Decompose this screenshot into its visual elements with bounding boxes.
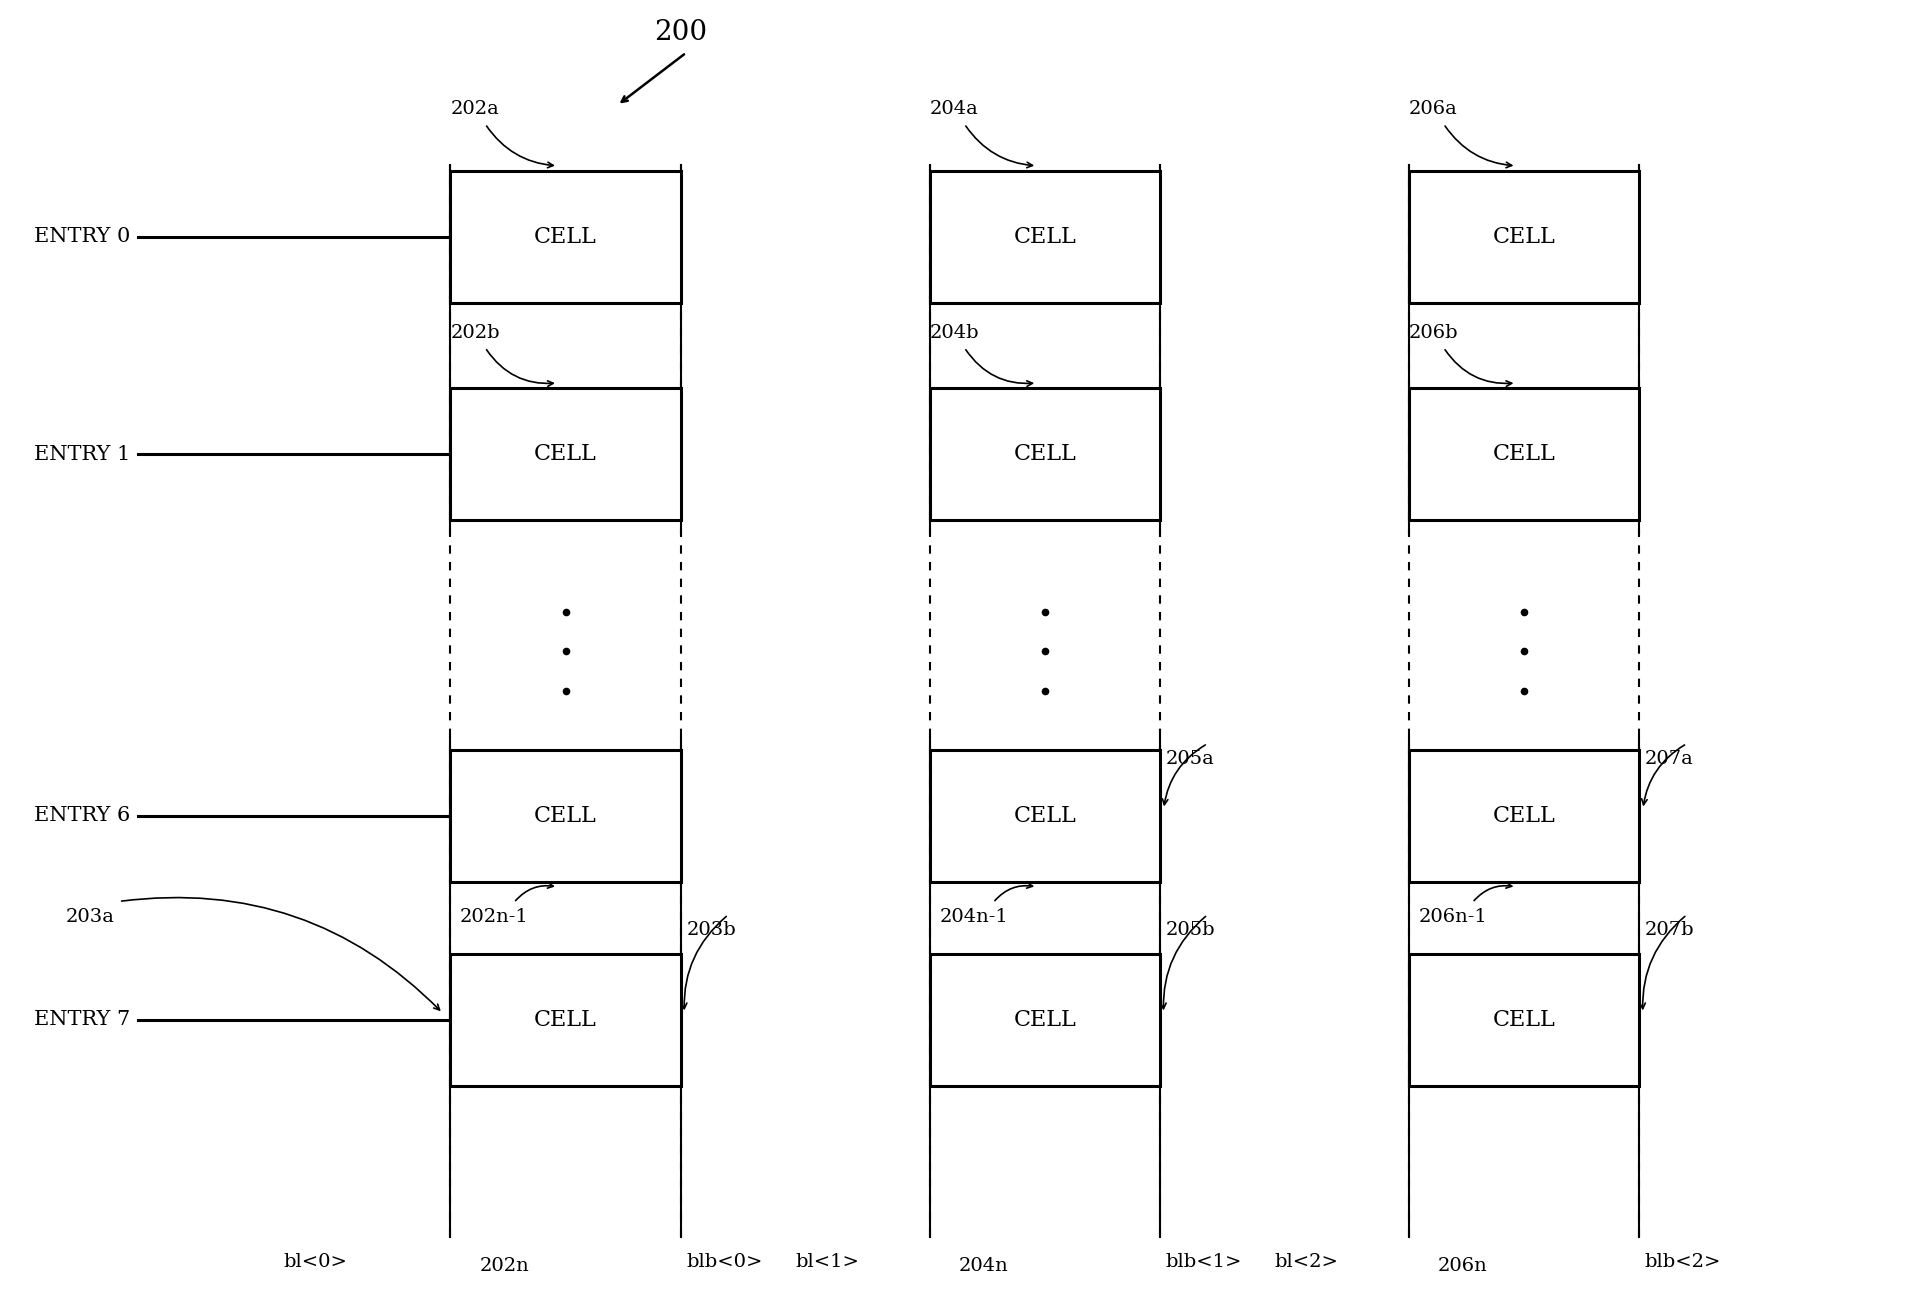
Text: blb<2>: blb<2> <box>1645 1253 1721 1271</box>
Text: 206n: 206n <box>1438 1257 1488 1275</box>
Text: ENTRY 1: ENTRY 1 <box>35 445 130 463</box>
FancyBboxPatch shape <box>930 750 1160 882</box>
Text: 206n-1: 206n-1 <box>1419 908 1488 926</box>
Text: CELL: CELL <box>535 805 596 826</box>
Text: CELL: CELL <box>1014 1009 1075 1030</box>
Text: blb<1>: blb<1> <box>1166 1253 1242 1271</box>
Text: bl<0>: bl<0> <box>284 1253 347 1271</box>
Text: 202a: 202a <box>450 100 498 118</box>
Text: CELL: CELL <box>1014 443 1075 465</box>
Text: ENTRY 0: ENTRY 0 <box>35 228 130 246</box>
FancyBboxPatch shape <box>930 388 1160 520</box>
Text: 206b: 206b <box>1409 324 1459 342</box>
Text: 207b: 207b <box>1645 921 1695 940</box>
FancyBboxPatch shape <box>930 171 1160 303</box>
Text: 205a: 205a <box>1166 750 1213 769</box>
FancyBboxPatch shape <box>450 171 681 303</box>
Text: 202b: 202b <box>450 324 500 342</box>
Text: 203a: 203a <box>67 908 115 926</box>
Text: 205b: 205b <box>1166 921 1215 940</box>
Text: CELL: CELL <box>1493 1009 1555 1030</box>
FancyBboxPatch shape <box>1409 954 1639 1086</box>
Text: blb<0>: blb<0> <box>686 1253 763 1271</box>
Text: 204n: 204n <box>958 1257 1008 1275</box>
Text: 203b: 203b <box>686 921 736 940</box>
FancyBboxPatch shape <box>1409 171 1639 303</box>
Text: 200: 200 <box>654 18 707 46</box>
Text: 207a: 207a <box>1645 750 1693 769</box>
Text: 204b: 204b <box>930 324 980 342</box>
Text: CELL: CELL <box>535 443 596 465</box>
Text: 204a: 204a <box>930 100 978 118</box>
Text: ENTRY 7: ENTRY 7 <box>35 1011 130 1029</box>
Text: ENTRY 6: ENTRY 6 <box>35 807 130 825</box>
Text: CELL: CELL <box>535 1009 596 1030</box>
FancyBboxPatch shape <box>1409 750 1639 882</box>
FancyBboxPatch shape <box>1409 388 1639 520</box>
Text: CELL: CELL <box>535 226 596 247</box>
FancyBboxPatch shape <box>450 954 681 1086</box>
Text: bl<1>: bl<1> <box>796 1253 859 1271</box>
Text: 206a: 206a <box>1409 100 1457 118</box>
Text: bl<2>: bl<2> <box>1275 1253 1338 1271</box>
Text: CELL: CELL <box>1493 805 1555 826</box>
Text: CELL: CELL <box>1493 226 1555 247</box>
FancyBboxPatch shape <box>450 750 681 882</box>
Text: CELL: CELL <box>1493 443 1555 465</box>
FancyBboxPatch shape <box>450 388 681 520</box>
FancyBboxPatch shape <box>930 954 1160 1086</box>
Text: 202n-1: 202n-1 <box>460 908 529 926</box>
Text: 202n: 202n <box>479 1257 529 1275</box>
Text: CELL: CELL <box>1014 805 1075 826</box>
Text: 204n-1: 204n-1 <box>939 908 1008 926</box>
Text: CELL: CELL <box>1014 226 1075 247</box>
